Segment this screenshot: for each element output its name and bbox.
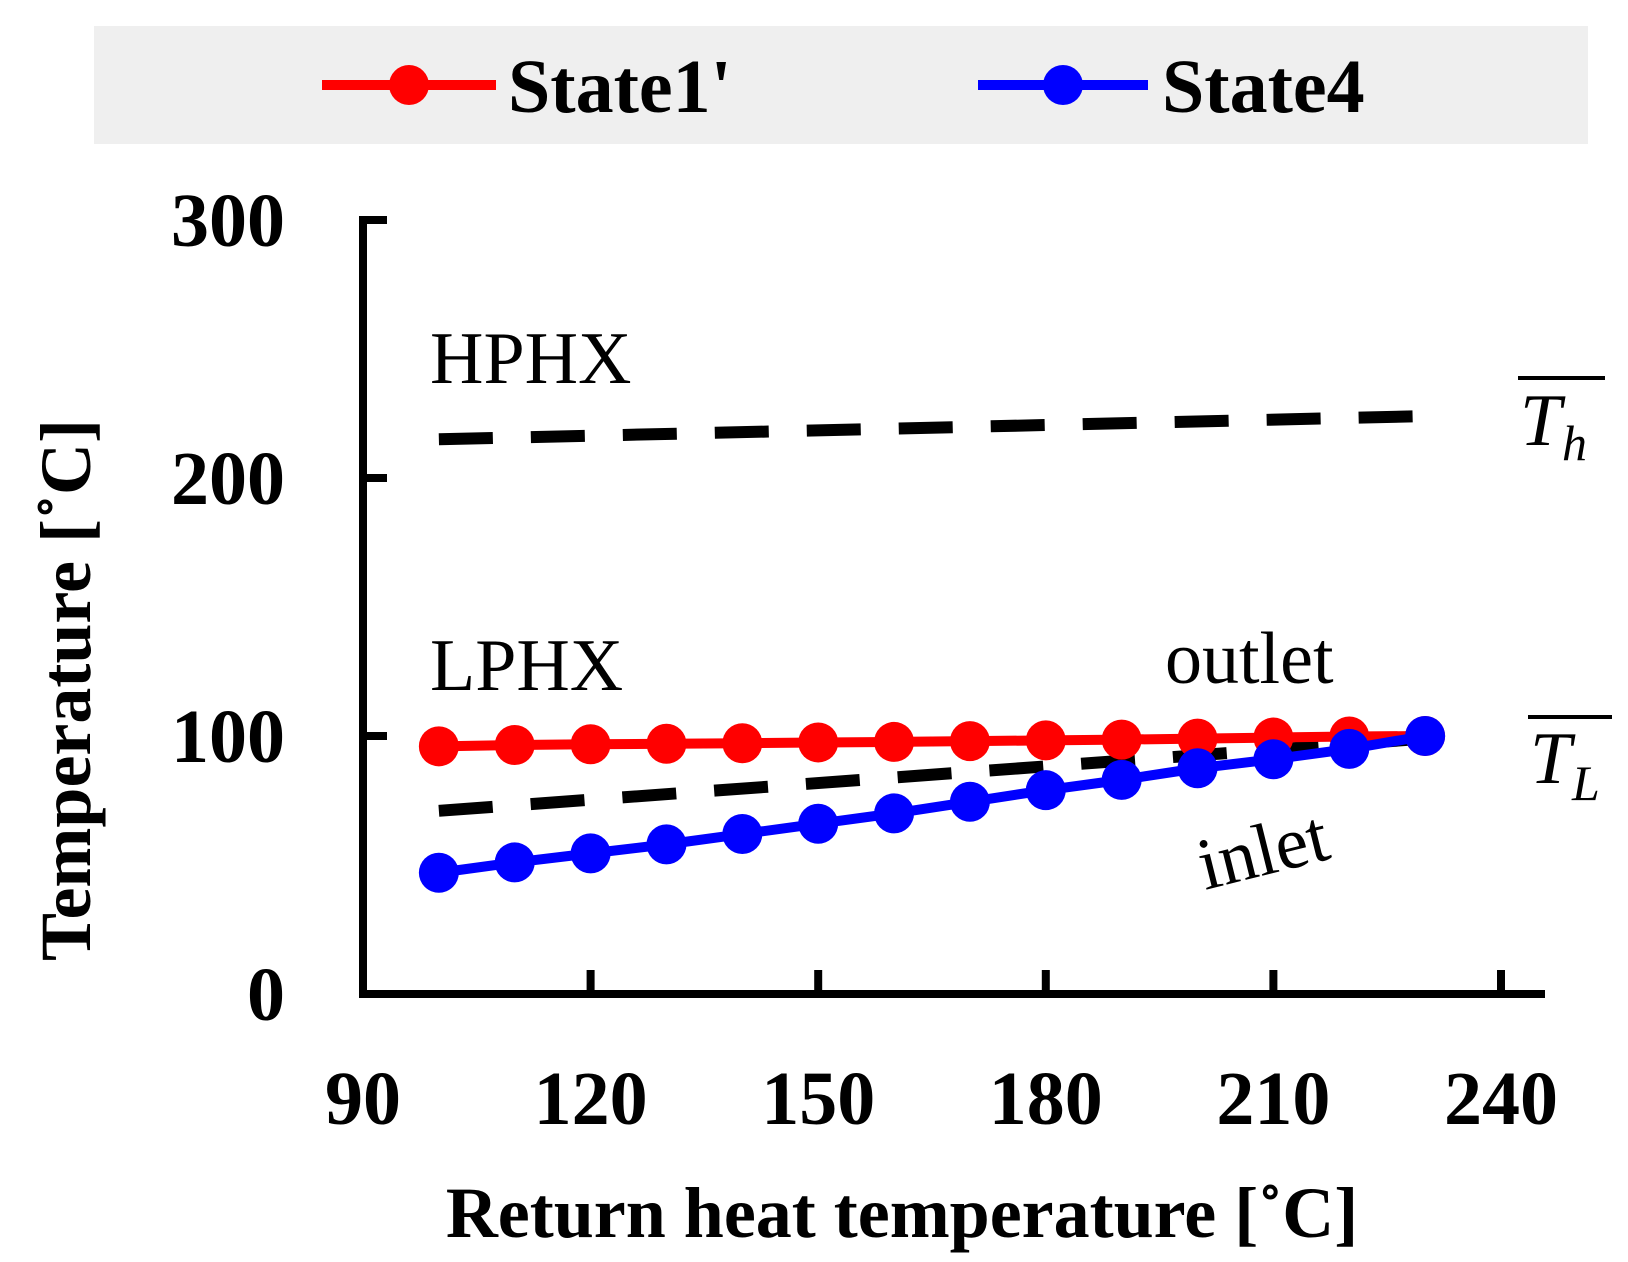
data-point-state4 [1025, 770, 1066, 811]
data-point-state4 [798, 803, 839, 844]
data-point-state1 [798, 722, 839, 763]
data-point-state4 [722, 814, 763, 855]
y-tick-label: 300 [171, 179, 285, 263]
data-point-state1 [949, 721, 990, 762]
data-point-state4 [494, 842, 535, 883]
x-tick-label: 150 [761, 1057, 875, 1141]
x-ticks: 90 120 150 180 210 240 [325, 970, 1558, 1141]
series-points-state4 [418, 716, 1446, 893]
data-point-state1 [874, 721, 915, 762]
annotation-hphx: HPHX [430, 318, 631, 400]
data-point-state4 [949, 781, 990, 822]
y-axis-title: Temperature [˚C] [26, 419, 106, 961]
hphx-mean-line [438, 410, 1426, 446]
legend-marker-state4 [1043, 65, 1083, 105]
legend-marker-state1 [389, 65, 429, 105]
data-point-state4 [418, 852, 459, 893]
data-point-state1 [1177, 718, 1218, 759]
tl-label-sub: L [1571, 755, 1600, 811]
y-tick-label: 0 [247, 953, 285, 1037]
y-tick-label: 100 [171, 695, 285, 779]
x-tick-label: 90 [325, 1057, 401, 1141]
th-label-sub: h [1562, 415, 1587, 471]
data-point-state4 [1177, 748, 1218, 789]
data-point-state4 [646, 824, 687, 865]
data-point-state1 [570, 724, 611, 765]
data-point-state1 [646, 723, 687, 764]
x-tick-label: 240 [1444, 1057, 1558, 1141]
data-point-state1 [1025, 720, 1066, 761]
series-points-state1 [418, 716, 1446, 767]
th-label-main: T [1520, 380, 1566, 462]
data-point-state4 [1253, 739, 1294, 780]
annotation-inlet: inlet [1189, 795, 1337, 906]
data-point-state1 [494, 725, 535, 766]
x-axis-title: Return heat temperature [˚C] [446, 1173, 1358, 1253]
data-point-state4 [570, 833, 611, 874]
y-tick-label: 200 [171, 437, 285, 521]
legend-label-state1: State1' [508, 45, 732, 129]
data-point-state1 [1101, 719, 1142, 760]
annotation-lphx: LPHX [430, 625, 623, 707]
data-point-state4 [1405, 716, 1446, 756]
x-tick-label: 120 [534, 1057, 648, 1141]
data-point-state4 [1329, 728, 1370, 769]
data-point-state1 [418, 726, 459, 767]
data-point-state4 [874, 793, 915, 834]
lphx-mean-line [438, 732, 1426, 817]
annotation-outlet: outlet [1165, 618, 1334, 700]
x-tick-label: 210 [1216, 1057, 1330, 1141]
tl-label-main: T [1530, 718, 1576, 800]
data-point-state1 [722, 723, 763, 764]
data-point-state4 [1101, 759, 1142, 800]
y-ticks: 0 100 200 300 [171, 179, 387, 1037]
legend-label-state4: State4 [1162, 45, 1365, 129]
x-tick-label: 180 [989, 1057, 1103, 1141]
